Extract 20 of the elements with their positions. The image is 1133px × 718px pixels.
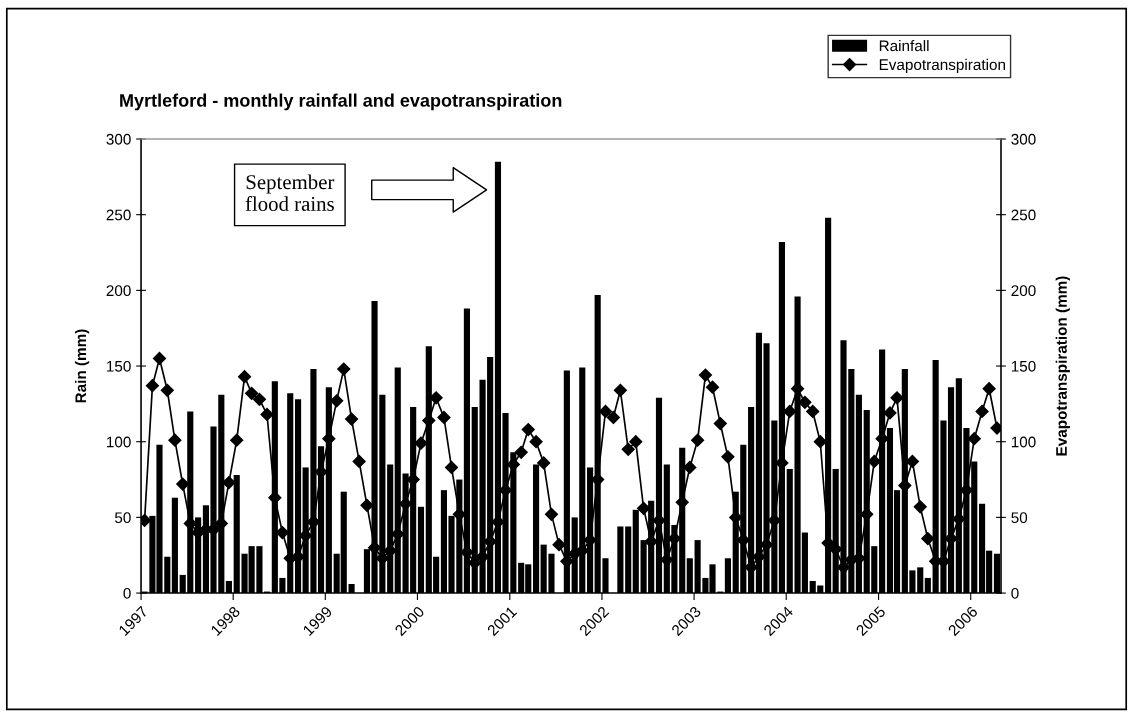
- annotation: September flood rains: [245, 174, 335, 211]
- y-tick-label: 200: [106, 285, 131, 297]
- y-tick-label: 250: [106, 209, 131, 221]
- y2-axis-title: Evapotranspiration (mm): [1055, 276, 1070, 456]
- y2-tick-label: 150: [1011, 360, 1036, 372]
- y-tick-label: 150: [107, 360, 131, 372]
- legend-label: Evapotranspiration: [879, 58, 1005, 74]
- y-axis-title: Rain (mm): [74, 329, 90, 403]
- y2-tick-label: 100: [1011, 436, 1036, 448]
- y-tick-label: 0: [123, 587, 131, 599]
- y2-tick-label: 200: [1011, 285, 1036, 297]
- y2-tick-label: 250: [1011, 209, 1036, 221]
- y-tick-label: 300: [106, 133, 131, 145]
- y2-tick-label: 300: [1011, 133, 1036, 145]
- chart-title: Myrtleford - monthly rainfall and evapotranspiration: [120, 93, 562, 111]
- y-tick-label: 100: [107, 436, 131, 448]
- legend-label: Rainfall: [879, 39, 929, 52]
- y-tick-label: 50: [114, 512, 131, 524]
- y2-tick-label: 0: [1011, 587, 1019, 599]
- y2-tick-label: 50: [1011, 512, 1028, 524]
